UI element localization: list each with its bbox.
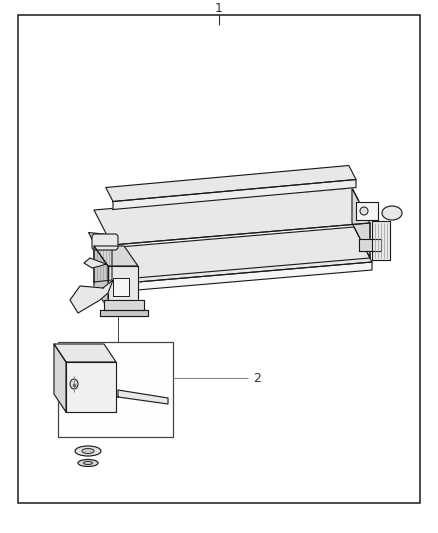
Polygon shape: [94, 188, 370, 245]
Polygon shape: [94, 246, 108, 308]
Bar: [58, 342, 173, 437]
Polygon shape: [113, 180, 356, 209]
Polygon shape: [70, 280, 113, 313]
Polygon shape: [356, 202, 378, 220]
Polygon shape: [96, 227, 372, 284]
Polygon shape: [84, 258, 106, 268]
Ellipse shape: [360, 207, 368, 215]
FancyBboxPatch shape: [92, 234, 118, 250]
Ellipse shape: [75, 446, 101, 456]
Ellipse shape: [82, 448, 94, 454]
Ellipse shape: [78, 459, 98, 466]
Polygon shape: [66, 362, 116, 412]
Polygon shape: [359, 239, 381, 251]
Polygon shape: [113, 278, 129, 296]
Polygon shape: [106, 166, 356, 201]
Polygon shape: [118, 390, 168, 404]
Polygon shape: [94, 246, 138, 266]
Polygon shape: [112, 223, 370, 280]
Ellipse shape: [84, 462, 92, 464]
Polygon shape: [54, 344, 116, 362]
Text: 2: 2: [253, 372, 261, 384]
Polygon shape: [88, 232, 112, 245]
Polygon shape: [352, 188, 370, 258]
Polygon shape: [104, 300, 144, 310]
Polygon shape: [114, 262, 372, 292]
Text: 1: 1: [215, 3, 223, 15]
Polygon shape: [108, 266, 138, 308]
Ellipse shape: [382, 206, 402, 220]
Polygon shape: [100, 310, 148, 316]
Polygon shape: [54, 344, 66, 412]
Polygon shape: [372, 221, 390, 260]
Polygon shape: [94, 243, 112, 282]
Ellipse shape: [70, 379, 78, 389]
